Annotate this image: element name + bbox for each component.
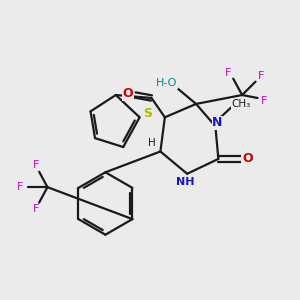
- Text: N: N: [212, 116, 223, 129]
- Text: CH₃: CH₃: [231, 99, 250, 109]
- Text: H-O: H-O: [156, 78, 177, 88]
- Text: F: F: [258, 71, 264, 81]
- Text: O: O: [122, 87, 133, 100]
- Text: F: F: [225, 68, 231, 78]
- Text: F: F: [32, 204, 39, 214]
- Text: H: H: [148, 138, 156, 148]
- Text: NH: NH: [176, 177, 195, 187]
- Text: F: F: [32, 160, 39, 170]
- Text: F: F: [261, 96, 267, 106]
- Text: S: S: [143, 107, 152, 120]
- Text: F: F: [16, 182, 23, 192]
- Text: O: O: [242, 152, 253, 165]
